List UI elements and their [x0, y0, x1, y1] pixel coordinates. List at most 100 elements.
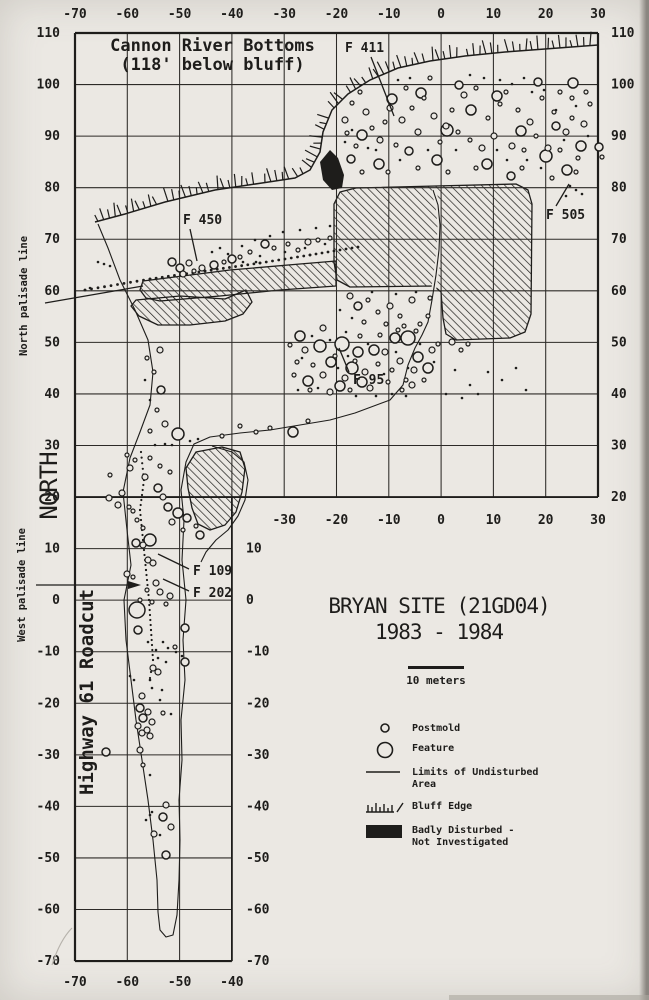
- postmold-circle: [140, 762, 146, 768]
- feature-label: F 95: [353, 373, 384, 388]
- axis-label: 70: [44, 232, 60, 247]
- postmold-circle: [310, 362, 316, 368]
- axis-label: 30: [611, 438, 627, 453]
- postmold-circle: [421, 95, 427, 101]
- scan-edge-artifact-bottom: [449, 995, 649, 1000]
- rotated-labels: North palisade line NORTH West palisade li…: [16, 236, 98, 795]
- postmold-circle: [587, 101, 593, 107]
- postmold-circle: [154, 668, 162, 676]
- postmold-circle: [138, 692, 146, 700]
- limit-line-symbol-icon: [364, 765, 406, 777]
- axis-label: -40: [246, 799, 270, 814]
- postmold-circle: [144, 708, 152, 716]
- postmold-circle: [396, 357, 404, 365]
- postmold-circles: [105, 75, 605, 838]
- postmold-circle: [455, 129, 461, 135]
- postmold-circle: [409, 105, 415, 111]
- postmold-circle: [124, 452, 130, 458]
- feature-circle: [260, 239, 270, 249]
- scale-bar: 10 meters: [406, 666, 466, 687]
- scan-edge-artifact: [639, 0, 649, 1000]
- postmold-circle: [519, 165, 525, 171]
- axis-label: -50: [168, 975, 192, 990]
- postmold-circle: [549, 175, 555, 181]
- feature-circle: [594, 142, 604, 152]
- postmold-circle: [458, 347, 464, 353]
- feature-circle: [431, 154, 443, 166]
- postmold-circle: [449, 107, 455, 113]
- postmold-circle: [442, 122, 450, 130]
- axis-label: -70: [63, 7, 87, 22]
- legend-row-postmold: Postmold: [364, 720, 584, 735]
- postmold-circle: [304, 238, 312, 246]
- feature-circle: [302, 375, 314, 387]
- postmold-circle: [138, 729, 146, 737]
- postmold-circle: [544, 144, 552, 152]
- map-dots: [83, 73, 590, 837]
- postmold-circle: [253, 429, 259, 435]
- postmold-circle: [393, 142, 399, 148]
- feature-circle: [551, 121, 561, 131]
- postmold-circle: [326, 388, 334, 396]
- postmold-circle: [295, 247, 301, 253]
- postmold-circle: [413, 328, 419, 334]
- axis-label: 40: [611, 387, 627, 402]
- postmold-circle: [126, 464, 134, 472]
- postmold-circle: [473, 165, 479, 171]
- axis-label: 80: [611, 181, 627, 196]
- postmold-circle: [347, 387, 353, 393]
- area-caption: Cannon River Bottoms (118' below bluff): [90, 37, 335, 75]
- postmold-circle: [503, 89, 509, 95]
- feature-circle: [356, 129, 368, 141]
- rotated-label: NORTH: [35, 452, 63, 519]
- map-title-line1: BRYAN SITE (21GD04): [328, 594, 550, 618]
- axis-label: 60: [44, 284, 60, 299]
- postmold-circle: [143, 726, 151, 734]
- postmold-circle: [193, 523, 199, 529]
- postmold-circle: [526, 118, 534, 126]
- postmold-circle: [349, 100, 355, 106]
- axis-label: 100: [611, 78, 635, 93]
- postmold-circle: [580, 120, 588, 128]
- postmold-circle: [583, 89, 589, 95]
- postmold-circle: [267, 425, 273, 431]
- feature-circle: [412, 351, 424, 363]
- postmold-circle: [148, 718, 156, 726]
- feature-circle: [356, 376, 368, 388]
- postmold-circle: [430, 112, 438, 120]
- feature-circle: [153, 483, 163, 493]
- postmold-circle: [149, 559, 157, 567]
- area-caption-line2: (118' below bluff): [120, 55, 305, 75]
- scale-bar-label: 10 meters: [406, 674, 466, 687]
- postmold-circle: [381, 348, 389, 356]
- legend-row-limits: Limits of Undisturbed Area: [364, 765, 584, 791]
- axis-label: -10: [37, 645, 61, 660]
- feature-circle: [533, 77, 543, 87]
- postmold-circle: [551, 109, 557, 115]
- postmold-circle: [410, 366, 418, 374]
- legend-label-feature: Feature: [412, 743, 455, 754]
- postmold-circle: [247, 249, 253, 255]
- postmold-circle: [533, 133, 539, 139]
- legend-label-disturbed: Badly Disturbed - Not Investigated: [412, 825, 515, 848]
- feature-circle: [515, 125, 527, 137]
- postmold-circle: [539, 95, 545, 101]
- axis-label: -60: [116, 975, 140, 990]
- axis-label: -20: [325, 7, 349, 22]
- axis-label: 30: [44, 438, 60, 453]
- axis-label: -20: [246, 696, 270, 711]
- postmold-circle: [352, 358, 358, 364]
- postmold-circle: [346, 292, 354, 300]
- postmold-circle: [160, 710, 166, 716]
- annotation-pointer-lines: [36, 285, 144, 589]
- axis-label: -70: [37, 954, 61, 969]
- postmold-circle: [365, 297, 371, 303]
- postmold-circle: [435, 341, 441, 347]
- feature-circle: [158, 812, 168, 822]
- postmold-circle: [562, 128, 570, 136]
- postmold-circle: [185, 259, 193, 267]
- postmold-circle: [118, 489, 126, 497]
- postmold-circle: [557, 147, 563, 153]
- postmold-circle: [221, 259, 227, 265]
- feature-circle: [373, 158, 385, 170]
